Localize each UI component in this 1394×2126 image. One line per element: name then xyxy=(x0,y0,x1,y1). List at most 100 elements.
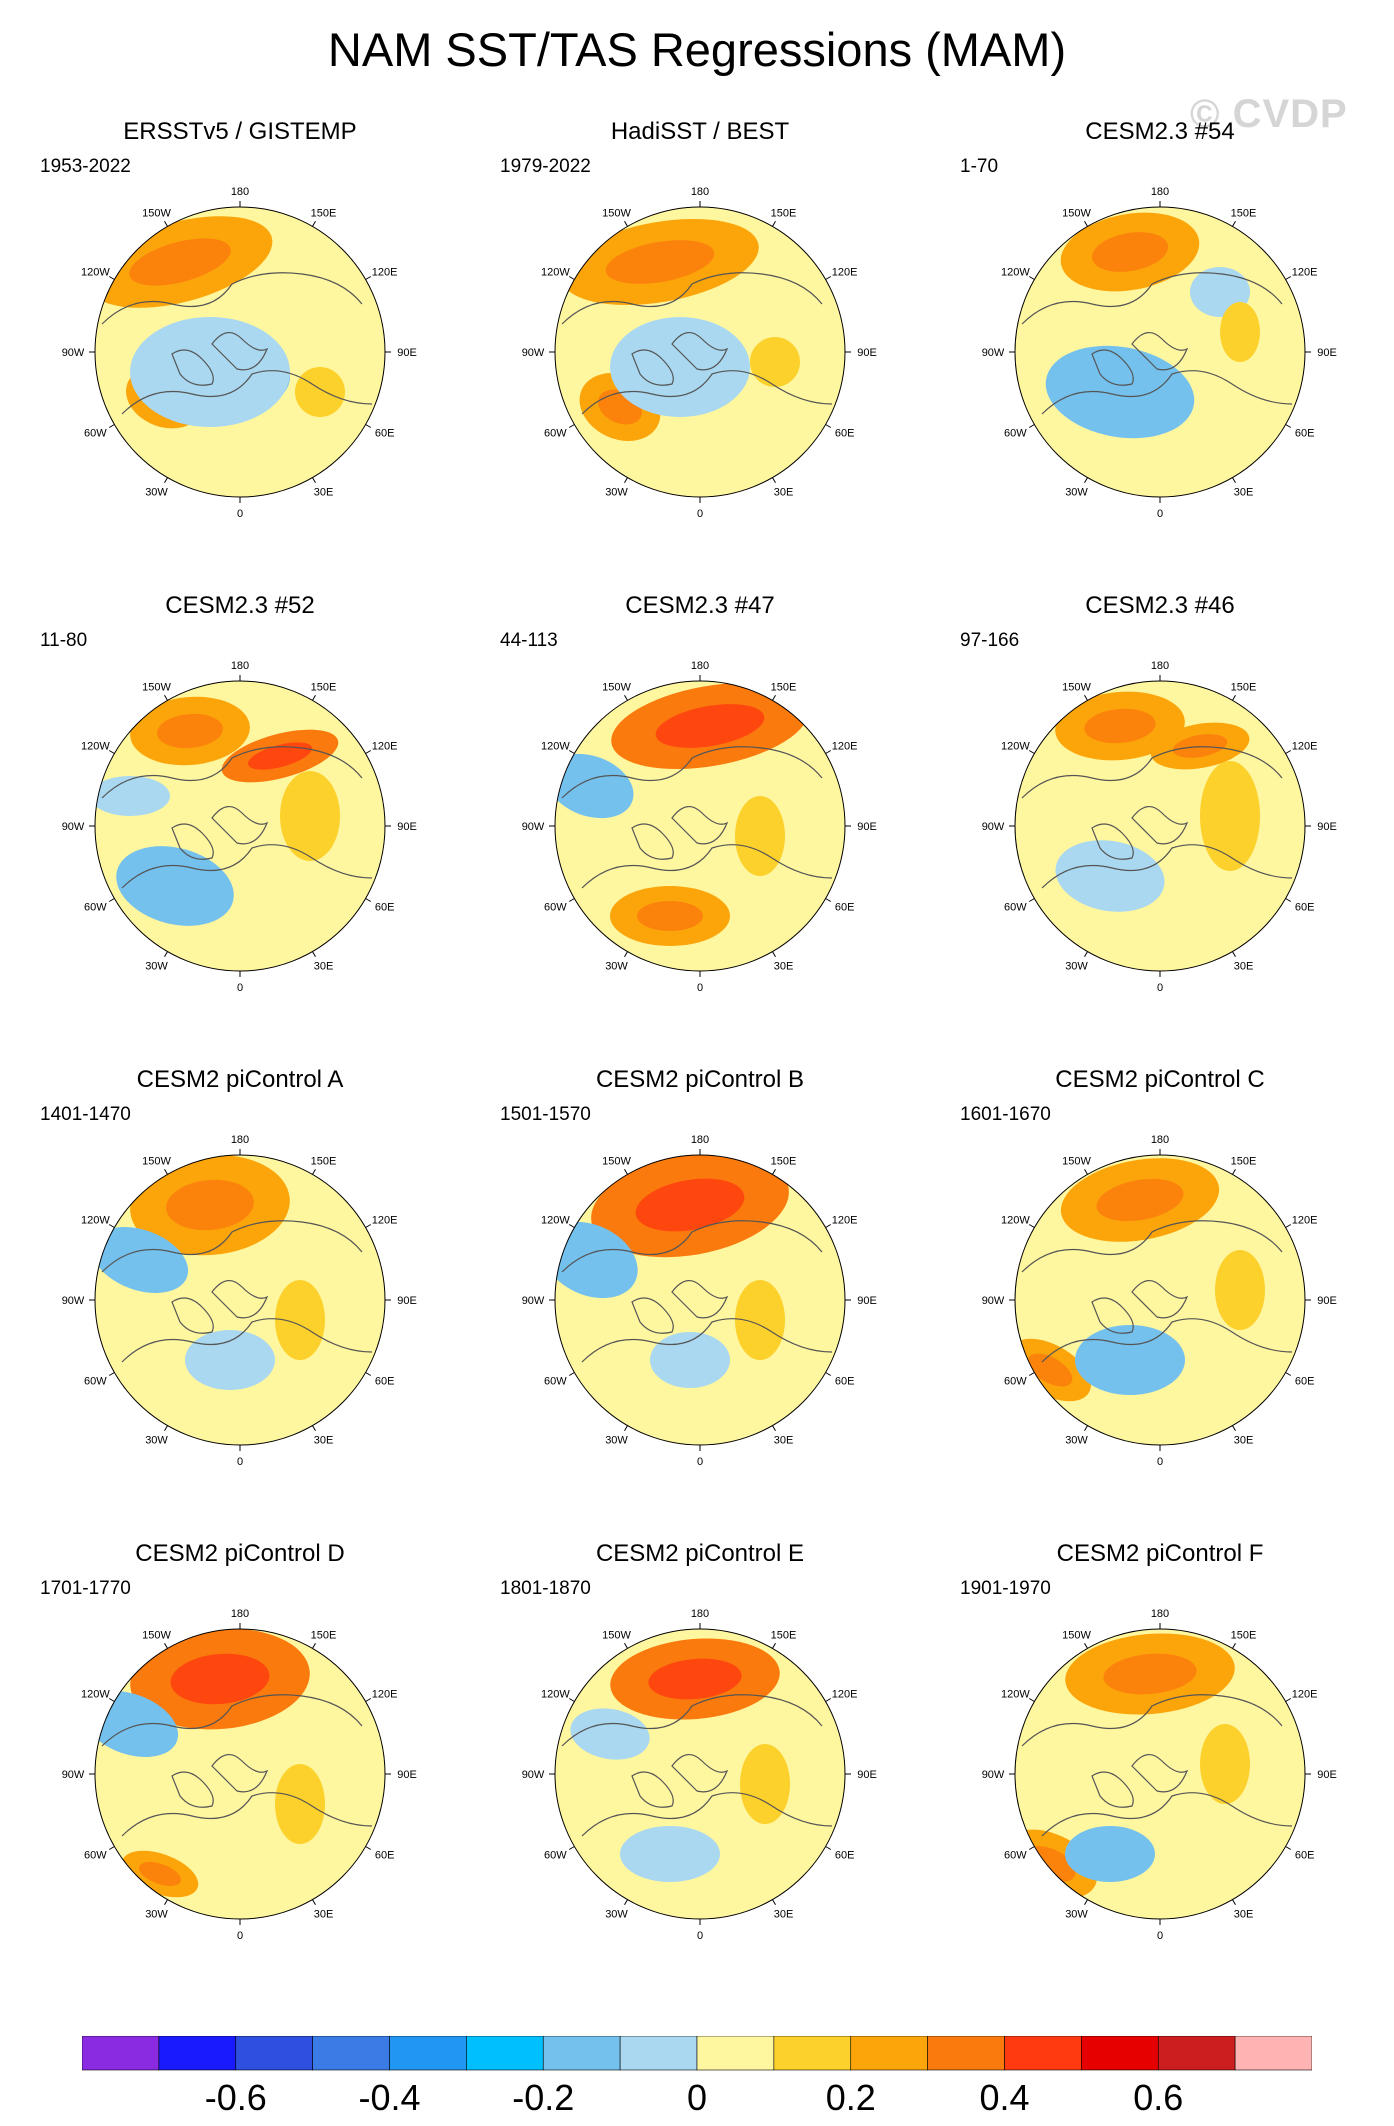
longitude-label: 120E xyxy=(1292,267,1318,279)
panel-title: CESM2 piControl C xyxy=(1055,1066,1265,1093)
longitude-label: 0 xyxy=(1157,508,1163,520)
longitude-label: 90E xyxy=(397,1769,417,1781)
longitude-label: 180 xyxy=(231,1608,249,1620)
longitude-label: 30W xyxy=(1065,960,1088,972)
polar-map: 180 150E 120E 90E 60E 30E 0 30W 60W 90W 120W 150W xyxy=(982,1134,1337,1468)
longitude-label: 30E xyxy=(1234,1908,1254,1920)
longitude-label: 30E xyxy=(1234,1434,1254,1446)
longitude-label: 60E xyxy=(835,1376,855,1388)
colorbar-swatch xyxy=(1081,2036,1159,2071)
regression-anomaly-region xyxy=(1200,761,1260,871)
coastline xyxy=(101,1220,373,1363)
longitude-label: 30W xyxy=(605,1908,628,1920)
longitude-label: 180 xyxy=(1151,1608,1169,1620)
polar-map: 180 150E 120E 90E 60E 30E 0 30W 60W 90W 120W 150W xyxy=(982,186,1337,520)
longitude-label: 90W xyxy=(982,1295,1005,1307)
polar-map: 180 150E 120E 90E 60E 30E 0 30W 60W 90W 120W 150W xyxy=(62,660,417,994)
longitude-label: 120E xyxy=(1292,741,1318,753)
panel-title: HadiSST / BEST xyxy=(610,118,790,145)
longitude-label: 150W xyxy=(602,682,631,694)
panel-years: 1901-1970 xyxy=(960,1578,1051,1599)
longitude-label: 180 xyxy=(691,1134,709,1146)
longitude-label: 90W xyxy=(982,347,1005,359)
longitude-label: 60E xyxy=(375,902,395,914)
coastline xyxy=(101,746,373,889)
panel-years: 1701-1770 xyxy=(40,1578,131,1599)
colorbar-tick-label: 0.2 xyxy=(826,2077,876,2116)
longitude-label: 60E xyxy=(835,1850,855,1862)
panel-title: CESM2.3 #47 xyxy=(625,592,775,619)
longitude-label: 120E xyxy=(1292,1689,1318,1701)
colorbar-swatch xyxy=(466,2036,544,2071)
longitude-label: 120W xyxy=(541,267,570,279)
panel-years: 1601-1670 xyxy=(960,1104,1051,1125)
longitude-label: 90E xyxy=(857,1769,877,1781)
longitude-label: 120E xyxy=(832,267,858,279)
longitude-label: 60E xyxy=(1295,1850,1315,1862)
longitude-label: 60W xyxy=(84,428,107,440)
longitude-label: 150W xyxy=(1062,208,1091,220)
colorbar-tick-label: -0.4 xyxy=(358,2077,420,2116)
longitude-label: 30W xyxy=(605,1434,628,1446)
panel-title: CESM2 piControl D xyxy=(135,1540,345,1567)
map-panel: CESM2.3 #52 11-80 180 150E 120E 90E 60E 30E 0 30W… xyxy=(30,592,450,1052)
longitude-label: 180 xyxy=(691,186,709,198)
map-panel: CESM2 piControl F 1901-1970 180 150E 120E 90E… xyxy=(950,1540,1370,2000)
colorbar-tick-label: -0.6 xyxy=(205,2077,267,2116)
map-panel: CESM2 piControl A 1401-1470 180 150E 120E 90E… xyxy=(30,1066,450,1526)
regression-anomaly-region xyxy=(280,771,340,861)
polar-map: 180 150E 120E 90E 60E 30E 0 30W 60W 90W 120W 150W xyxy=(62,1134,417,1468)
longitude-label: 180 xyxy=(1151,186,1169,198)
longitude-label: 0 xyxy=(1157,982,1163,994)
longitude-label: 0 xyxy=(697,1456,703,1468)
map-panel: CESM2 piControl D 1701-1770 180 150E 120E 90E… xyxy=(30,1540,450,2000)
regression-anomaly-region xyxy=(1215,1250,1265,1330)
panel-years: 1801-1870 xyxy=(500,1578,591,1599)
regression-anomaly-region xyxy=(1055,840,1165,912)
longitude-label: 60W xyxy=(544,902,567,914)
longitude-label: 120E xyxy=(832,1215,858,1227)
longitude-label: 150E xyxy=(771,208,797,220)
longitude-label: 60W xyxy=(544,1850,567,1862)
coastline xyxy=(561,1694,833,1837)
regression-anomaly-region xyxy=(750,337,800,387)
panel-years: 1979-2022 xyxy=(500,156,591,177)
coastline xyxy=(1021,746,1293,889)
colorbar-tick-label: 0 xyxy=(687,2077,707,2116)
longitude-label: 60E xyxy=(1295,902,1315,914)
longitude-label: 150E xyxy=(1231,682,1257,694)
longitude-label: 30W xyxy=(1065,486,1088,498)
regression-anomaly-region xyxy=(275,1280,325,1360)
longitude-label: 30W xyxy=(145,1434,168,1446)
longitude-label: 30E xyxy=(774,1434,794,1446)
longitude-label: 30E xyxy=(314,1434,334,1446)
longitude-label: 150E xyxy=(771,682,797,694)
coastline xyxy=(1021,1220,1293,1363)
longitude-label: 90W xyxy=(62,1769,85,1781)
colorbar-swatch xyxy=(235,2036,313,2071)
longitude-label: 30E xyxy=(774,960,794,972)
regression-anomaly-region xyxy=(1200,1724,1250,1804)
longitude-label: 30E xyxy=(314,960,334,972)
longitude-label: 120W xyxy=(541,741,570,753)
longitude-label: 0 xyxy=(1157,1930,1163,1942)
polar-map: 180 150E 120E 90E 60E 30E 0 30W 60W 90W 120W 150W xyxy=(522,660,877,994)
longitude-label: 150E xyxy=(771,1156,797,1168)
regression-anomaly-region xyxy=(116,846,234,926)
longitude-label: 0 xyxy=(237,1930,243,1942)
panel-title: CESM2 piControl B xyxy=(595,1066,805,1093)
polar-map: 180 150E 120E 90E 60E 30E 0 30W 60W 90W 120W 150W xyxy=(522,1608,877,1942)
regression-anomaly-region xyxy=(95,1227,189,1293)
colorbar-swatch xyxy=(389,2036,467,2071)
map-panel: ERSSTv5 / GISTEMP 1953-2022 180 150E 120E 90E… xyxy=(30,118,450,578)
panel-title: CESM2 piControl E xyxy=(595,1540,805,1567)
longitude-label: 150W xyxy=(602,1630,631,1642)
regression-anomaly-region xyxy=(650,1332,730,1388)
cvdp-watermark: © CVDP xyxy=(1190,92,1348,136)
panel-title: ERSSTv5 / GISTEMP xyxy=(123,118,357,145)
regression-anomaly-region xyxy=(295,367,345,417)
regression-anomaly-region xyxy=(1075,1325,1185,1395)
longitude-label: 90E xyxy=(1317,1295,1337,1307)
coastline xyxy=(101,272,373,415)
longitude-label: 120W xyxy=(1001,267,1030,279)
